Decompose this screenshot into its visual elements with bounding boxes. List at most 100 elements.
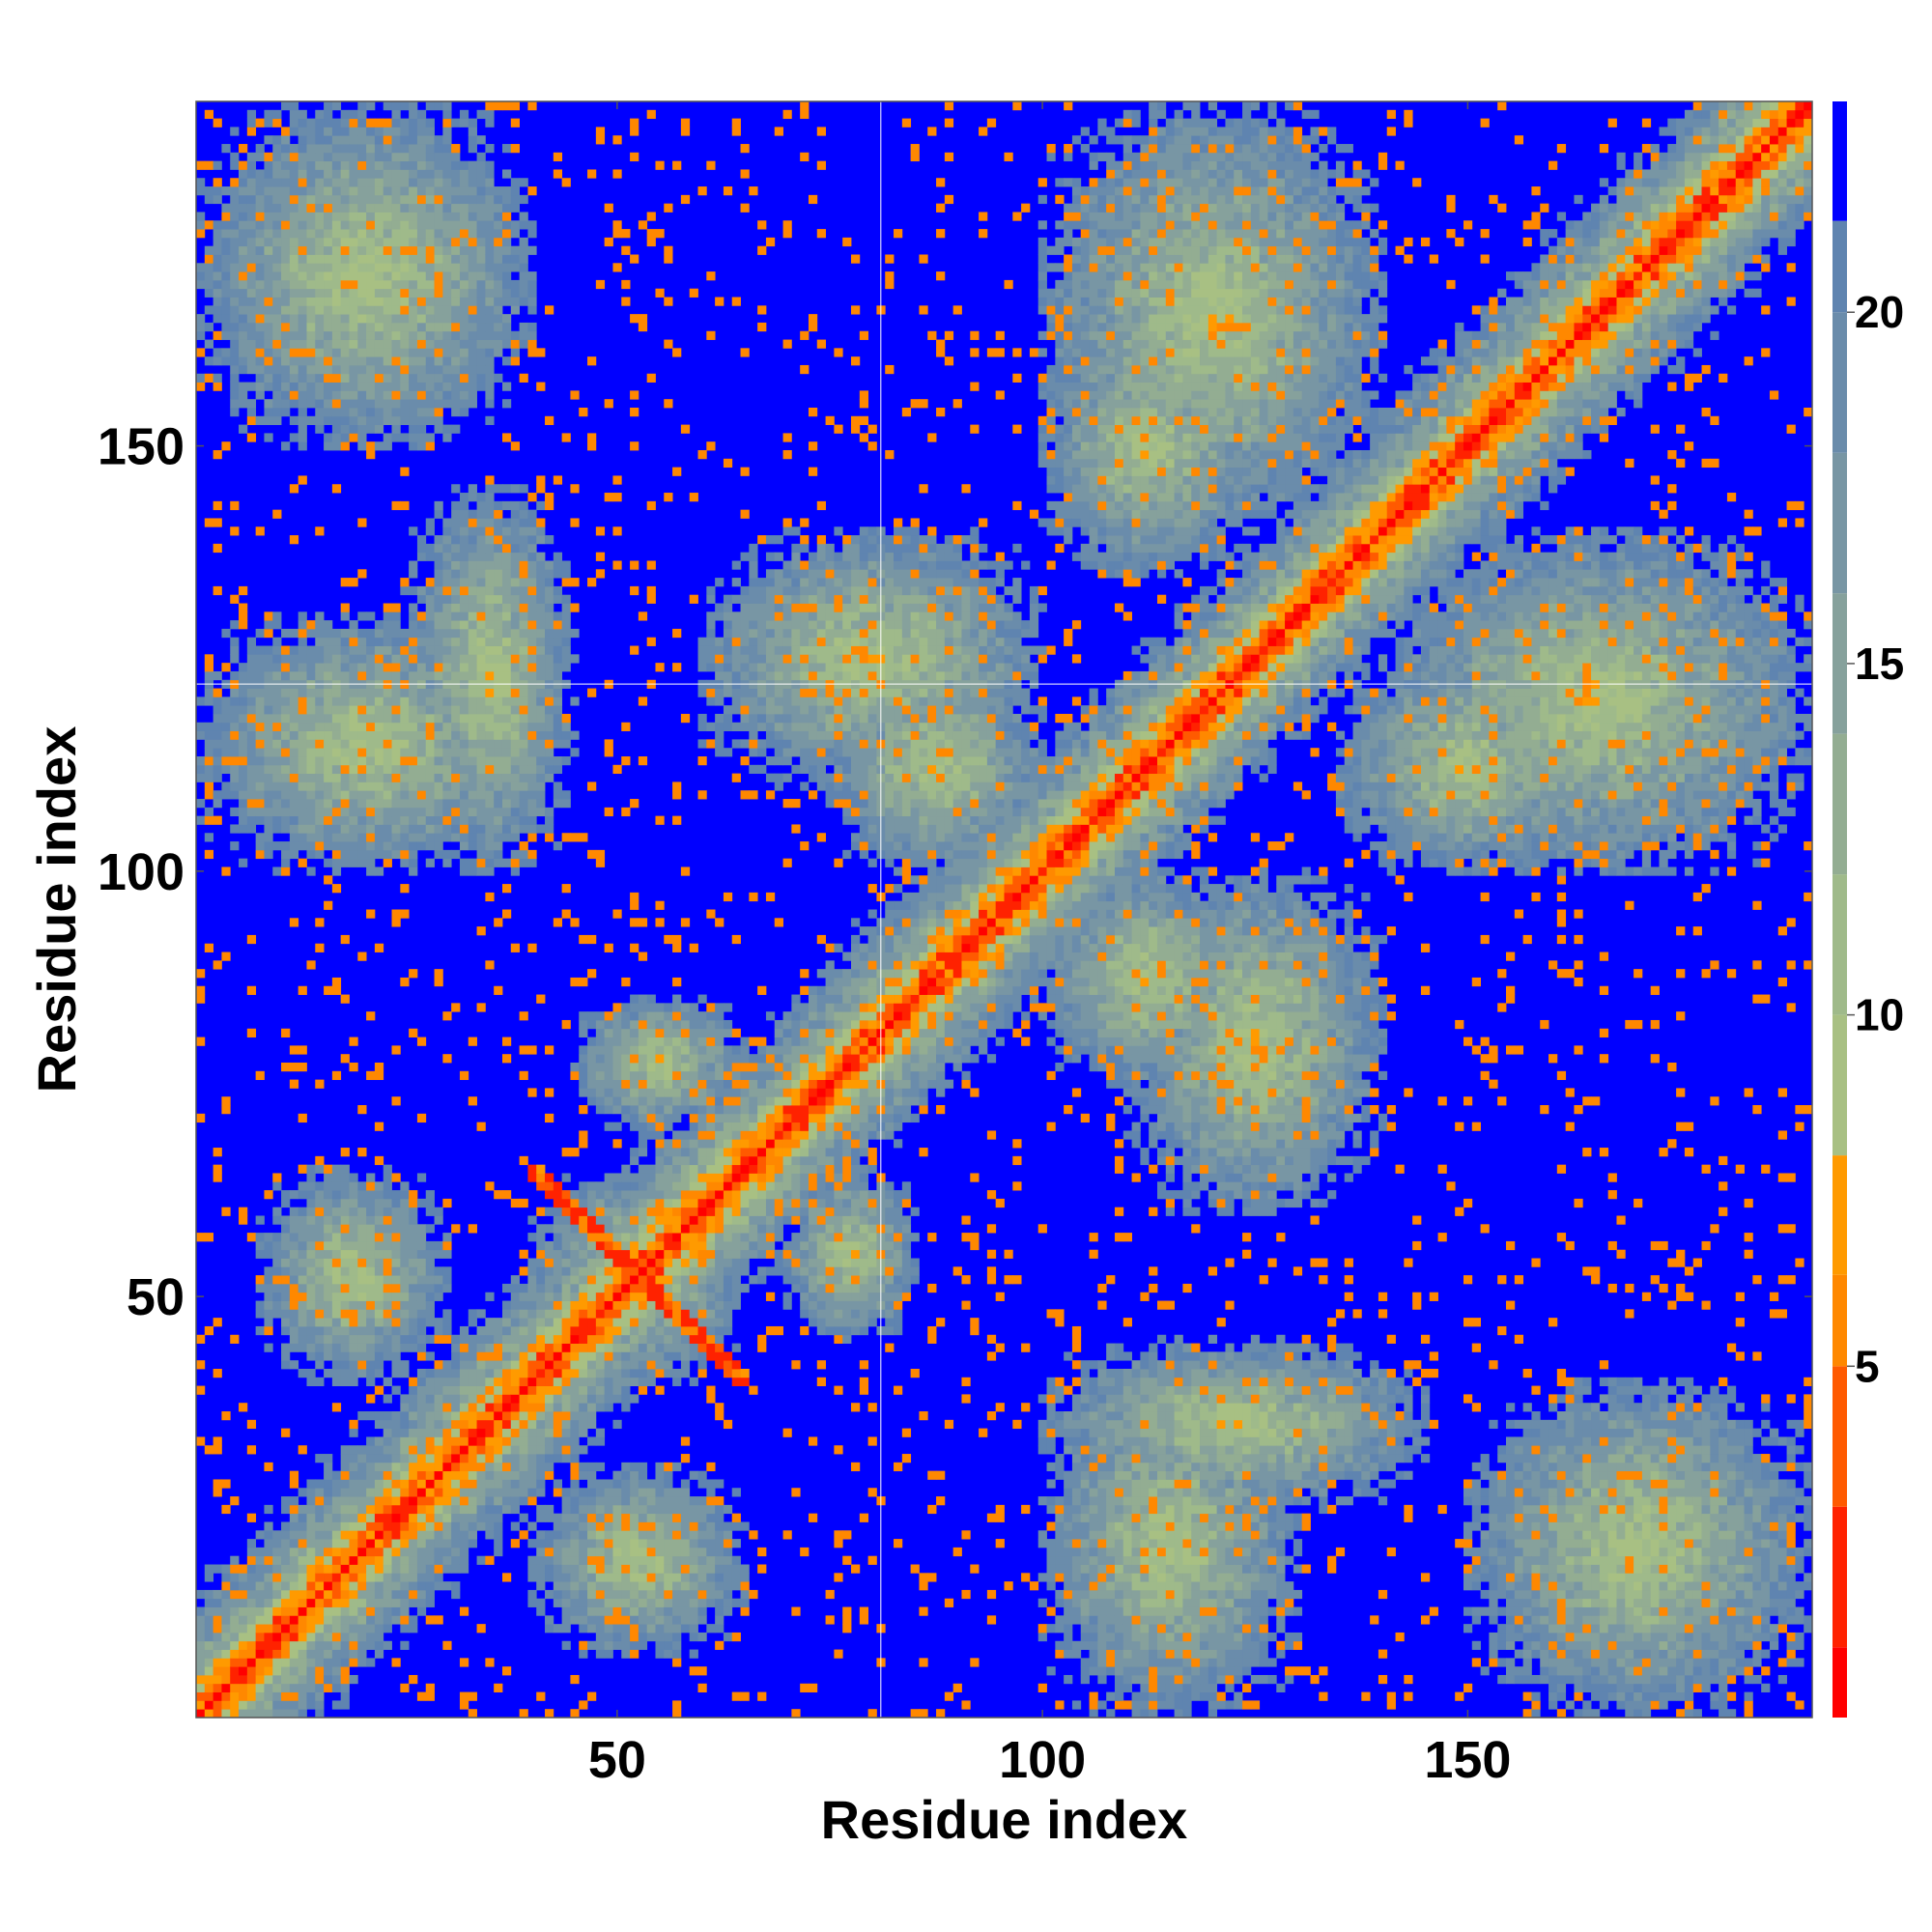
heatmap-cell: [442, 552, 452, 561]
heatmap-cell: [527, 1377, 537, 1386]
heatmap-cell: [451, 603, 461, 612]
heatmap-cell: [501, 637, 512, 646]
heatmap-cell: [434, 569, 443, 579]
heatmap-cell: [451, 543, 461, 554]
heatmap-cell: [331, 1504, 342, 1515]
heatmap-cell: [459, 390, 469, 400]
heatmap-cell: [374, 841, 384, 851]
heatmap-cell: [485, 560, 495, 570]
heatmap-cell: [570, 578, 580, 587]
heatmap-cell: [587, 1190, 597, 1200]
heatmap-cell: [298, 339, 307, 349]
heatmap-cell: [579, 1224, 588, 1234]
heatmap-cell: [374, 628, 384, 639]
heatmap-cell: [545, 535, 554, 545]
heatmap-cell: [315, 399, 325, 409]
heatmap-cell: [340, 1233, 350, 1242]
heatmap-cell: [374, 1564, 384, 1574]
heatmap-cell: [264, 169, 273, 179]
heatmap-cell: [527, 535, 537, 545]
heatmap-cell: [374, 670, 384, 681]
heatmap-cell: [331, 815, 342, 825]
heatmap-cell: [340, 1351, 350, 1361]
heatmap-cell: [264, 288, 273, 298]
heatmap-cell: [340, 1649, 350, 1659]
heatmap-cell: [485, 484, 495, 494]
heatmap-cell: [459, 407, 469, 417]
heatmap-cell: [281, 1275, 291, 1285]
heatmap-cell: [400, 688, 410, 697]
heatmap-cell: [409, 101, 418, 111]
heatmap-cell: [340, 271, 350, 281]
heatmap-cell: [527, 322, 537, 332]
heatmap-cell: [221, 1207, 231, 1216]
heatmap-cell: [383, 1394, 392, 1404]
heatmap-cell: [612, 1275, 622, 1285]
heatmap-cell: [527, 305, 537, 315]
heatmap-cell: [366, 160, 376, 170]
heatmap-cell: [340, 178, 350, 187]
heatmap-cell: [459, 739, 469, 749]
heatmap-cell: [357, 390, 367, 400]
heatmap-cell: [485, 620, 495, 630]
heatmap-cell: [272, 1624, 282, 1634]
heatmap-cell: [281, 373, 291, 383]
heatmap-cell: [570, 833, 580, 842]
heatmap-cell: [340, 433, 350, 442]
heatmap-cell: [264, 297, 273, 306]
heatmap-cell: [425, 620, 435, 630]
heatmap-cell: [349, 1318, 358, 1327]
heatmap-cell: [289, 756, 299, 766]
heatmap-cell: [570, 1325, 580, 1336]
heatmap-cell: [349, 1640, 358, 1650]
heatmap-cell: [459, 1521, 469, 1531]
heatmap-cell: [281, 1674, 291, 1685]
heatmap-cell: [340, 390, 350, 400]
heatmap-cell: [324, 799, 333, 809]
heatmap-cell: [391, 773, 401, 782]
heatmap-cell: [221, 722, 231, 731]
heatmap-cell: [289, 1547, 299, 1557]
heatmap-cell: [315, 663, 325, 672]
heatmap-cell: [451, 722, 461, 731]
heatmap-cell: [281, 1683, 291, 1692]
heatmap-cell: [298, 628, 307, 639]
heatmap-cell: [315, 1700, 325, 1710]
heatmap-cell: [416, 314, 427, 324]
heatmap-cell: [340, 169, 350, 179]
heatmap-cell: [519, 1325, 528, 1336]
heatmap-cell: [289, 1521, 299, 1531]
heatmap-cell: [306, 1640, 316, 1650]
heatmap-cell: [196, 178, 206, 187]
heatmap-cell: [213, 194, 222, 205]
heatmap-cell: [442, 705, 452, 715]
heatmap-cell: [425, 696, 435, 706]
heatmap-cell: [391, 237, 401, 247]
heatmap-cell: [331, 305, 342, 315]
heatmap-cell: [349, 263, 358, 272]
heatmap-cell: [416, 305, 427, 315]
heatmap-cell: [264, 824, 273, 834]
heatmap-cell: [416, 297, 427, 306]
heatmap-cell: [553, 663, 563, 672]
heatmap-cell: [374, 322, 384, 332]
heatmap-cell: [383, 611, 392, 621]
heatmap-cell: [374, 1122, 384, 1131]
heatmap-cell: [612, 1054, 622, 1064]
heatmap-cell: [519, 1011, 528, 1021]
heatmap-cell: [239, 297, 248, 306]
heatmap-cell: [383, 815, 392, 825]
heatmap-cell: [485, 585, 495, 596]
heatmap-cell: [400, 330, 410, 340]
heatmap-cell: [459, 824, 469, 834]
heatmap-cell: [501, 1037, 512, 1046]
heatmap-cell: [416, 1428, 427, 1437]
heatmap-cell: [570, 1521, 580, 1531]
heatmap-cell: [409, 781, 418, 791]
heatmap-cell: [315, 194, 325, 205]
heatmap-cell: [510, 339, 520, 349]
heatmap-cell: [485, 1555, 495, 1565]
heatmap-cell: [519, 1309, 528, 1319]
heatmap-cell: [331, 1215, 342, 1225]
heatmap-cell: [272, 1309, 282, 1319]
